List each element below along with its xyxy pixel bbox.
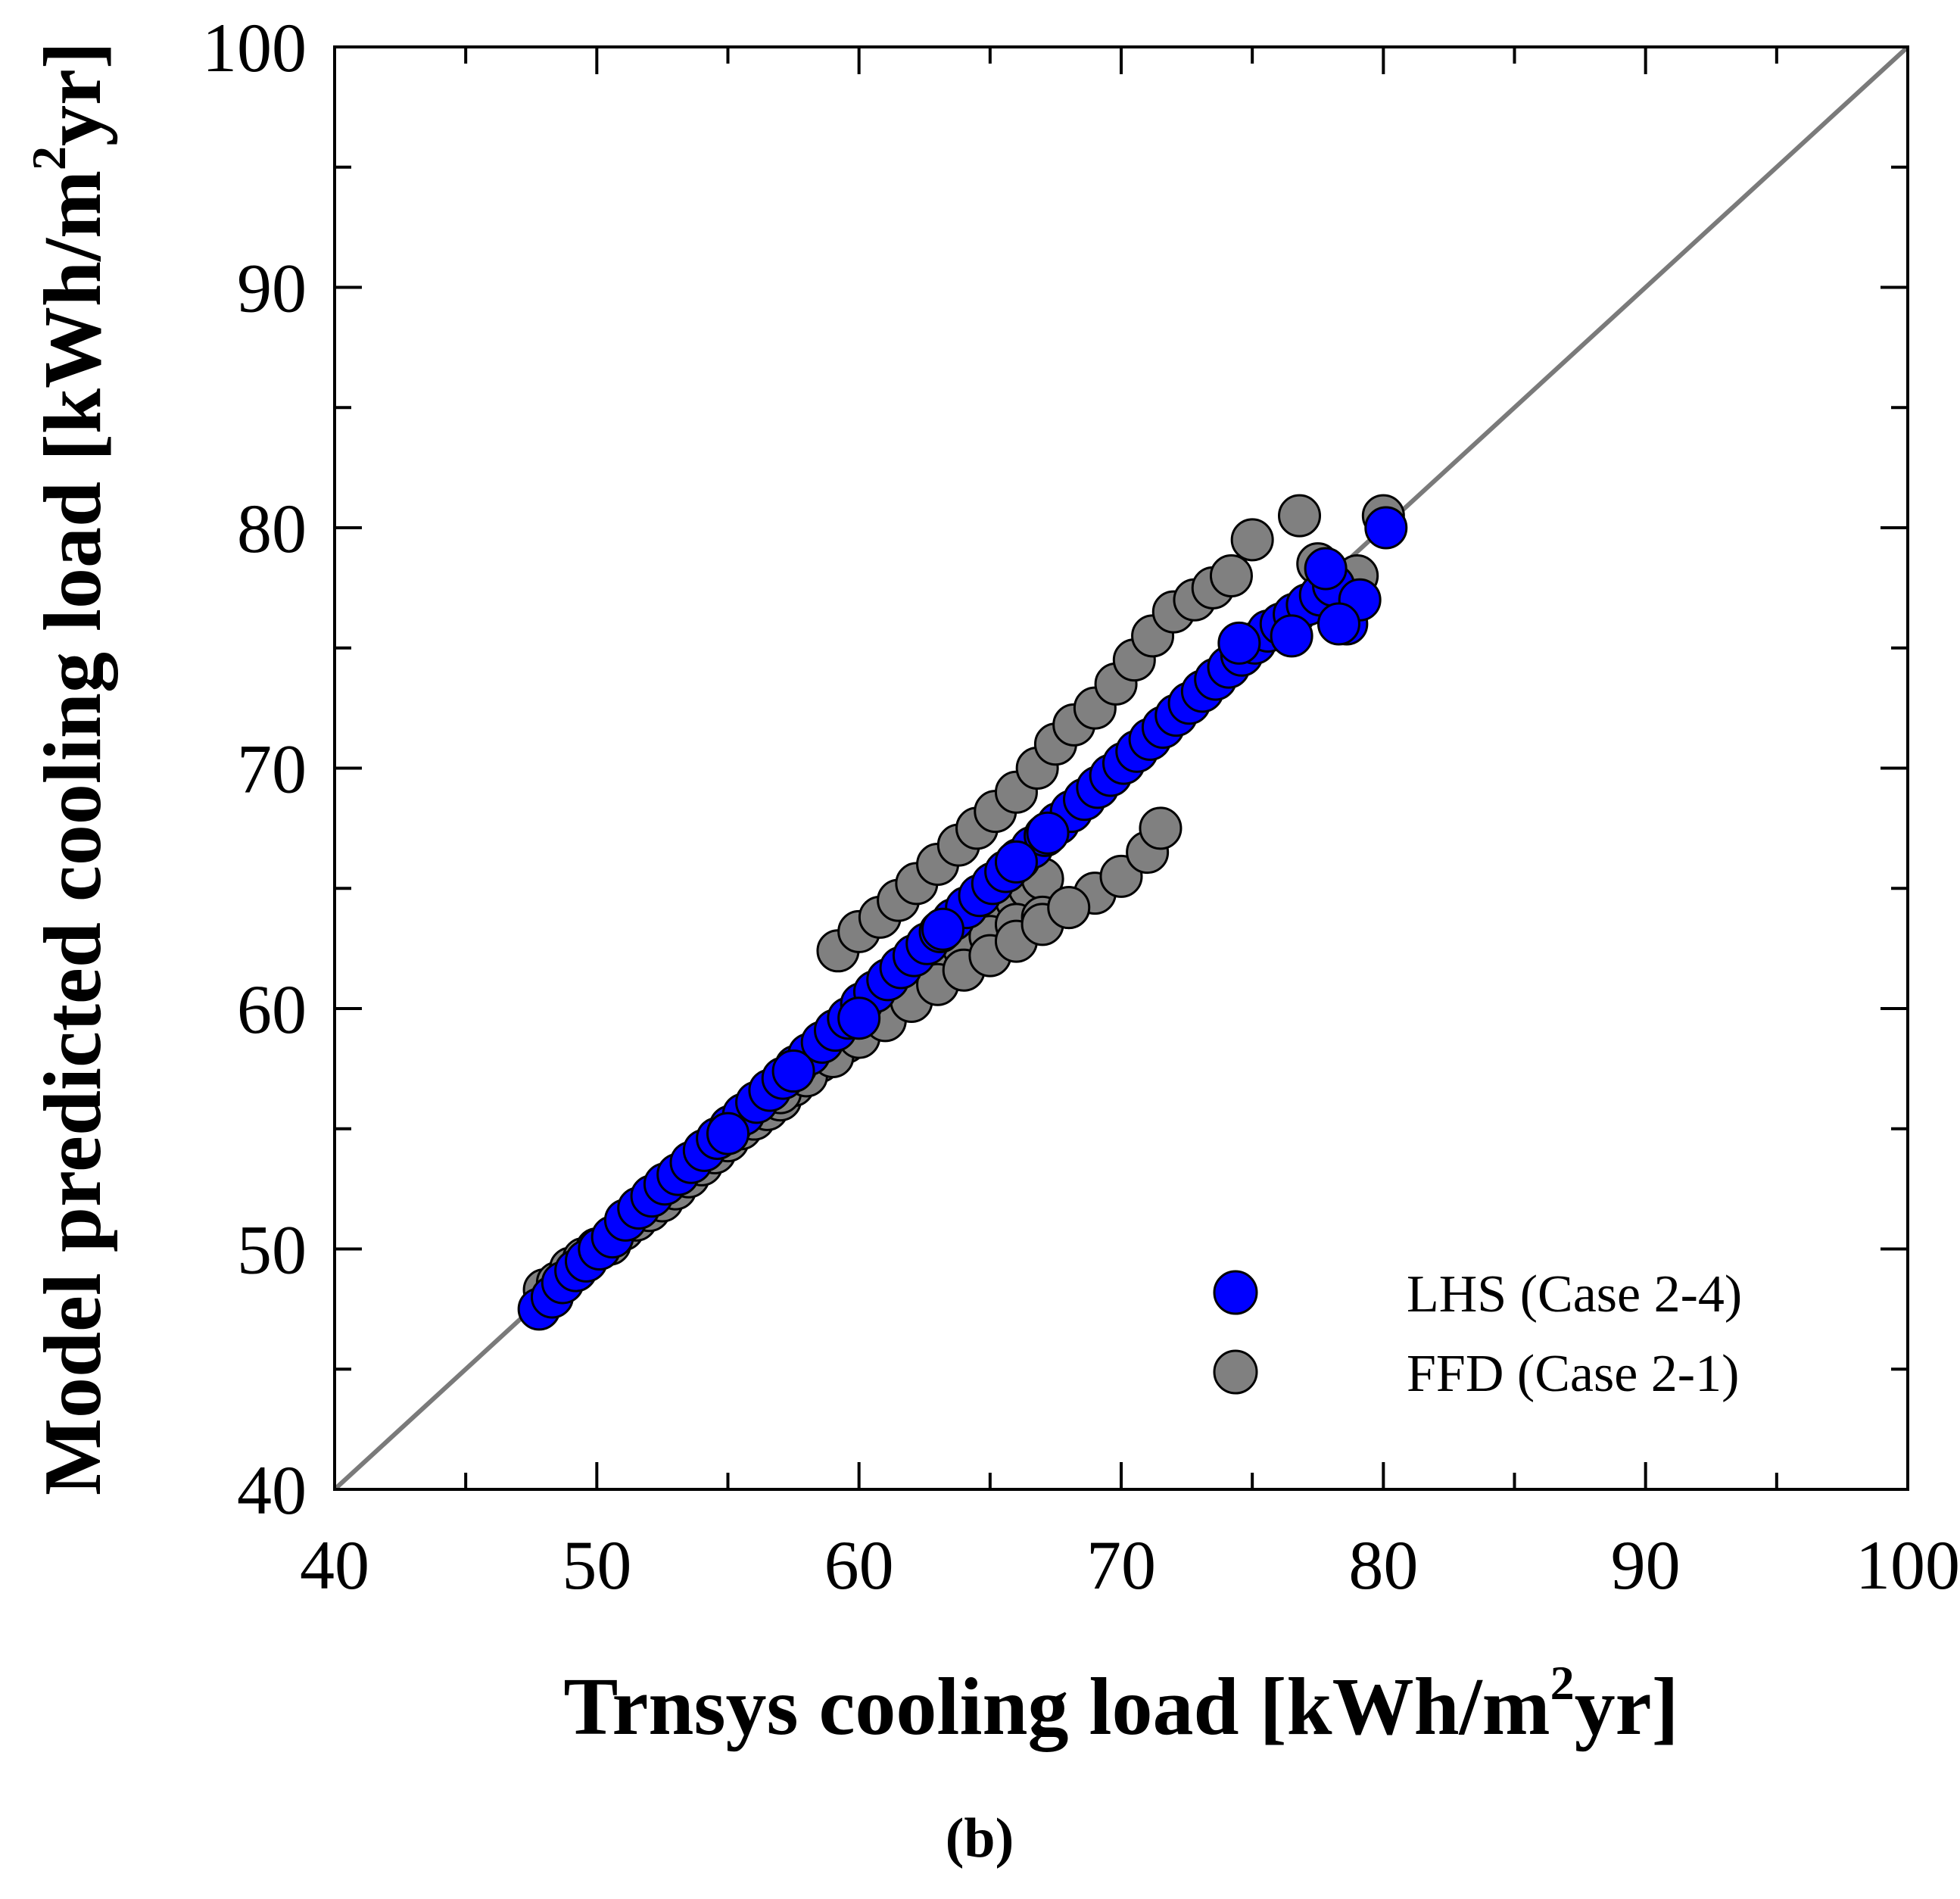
data-point-lhs [706,1112,749,1155]
x-tick-label: 80 [1348,1526,1418,1604]
y-tick-label: 70 [237,731,307,808]
data-point-lhs [837,996,881,1040]
data-point-lhs [1304,547,1348,591]
x-tick-label: 40 [300,1526,369,1604]
data-point-lhs [1364,506,1408,550]
data-point-ffd [1209,554,1253,597]
x-tick-label: 50 [562,1526,631,1604]
legend: LHS (Case 2-4) FFD (Case 2-1) [1213,1265,1742,1403]
data-point-lhs [994,840,1038,884]
y-tick-label: 90 [237,250,307,327]
data-point-ffd [1230,518,1274,562]
x-axis-title: Trnsys cooling load [kWh/m2yr] [563,1656,1678,1752]
data-point-ffd [1278,494,1322,538]
data-point-ffd [1047,886,1091,930]
legend-marker-ffd [1213,1349,1258,1395]
data-points [517,494,1408,1331]
data-point-lhs [1317,602,1360,646]
x-axis-title-superscript: 2 [1550,1656,1575,1710]
y-axis-title-superscript: 2 [22,146,76,170]
data-point-lhs [1217,621,1261,665]
data-point-lhs [1270,614,1313,658]
y-tick-label: 100 [202,9,307,86]
legend-label-ffd: FFD (Case 2-1) [1407,1345,1739,1403]
legend-label-lhs: LHS (Case 2-4) [1407,1265,1742,1324]
data-point-lhs [1026,811,1070,855]
axis-ticks [333,45,1909,1491]
figure-caption: (b) [946,1807,1014,1869]
x-tick-labels: 40 50 60 70 80 90 100 [300,1526,1960,1604]
y-tick-label: 40 [237,1452,307,1529]
y-axis-title: Model predicted cooling load [kWh/m2yr] [22,42,118,1495]
data-point-ffd [1139,806,1183,850]
legend-marker-lhs [1213,1270,1258,1315]
x-tick-label: 70 [1086,1526,1156,1604]
y-tick-label: 50 [237,1211,307,1289]
data-point-lhs [771,1049,815,1093]
y-tick-labels: 40 50 60 70 80 90 100 [202,9,307,1529]
x-tick-label: 60 [824,1526,894,1604]
x-tick-label: 100 [1856,1526,1960,1604]
x-tick-label: 90 [1611,1526,1681,1604]
y-tick-label: 60 [237,971,307,1048]
data-point-lhs [921,907,964,951]
y-tick-label: 80 [237,490,307,567]
